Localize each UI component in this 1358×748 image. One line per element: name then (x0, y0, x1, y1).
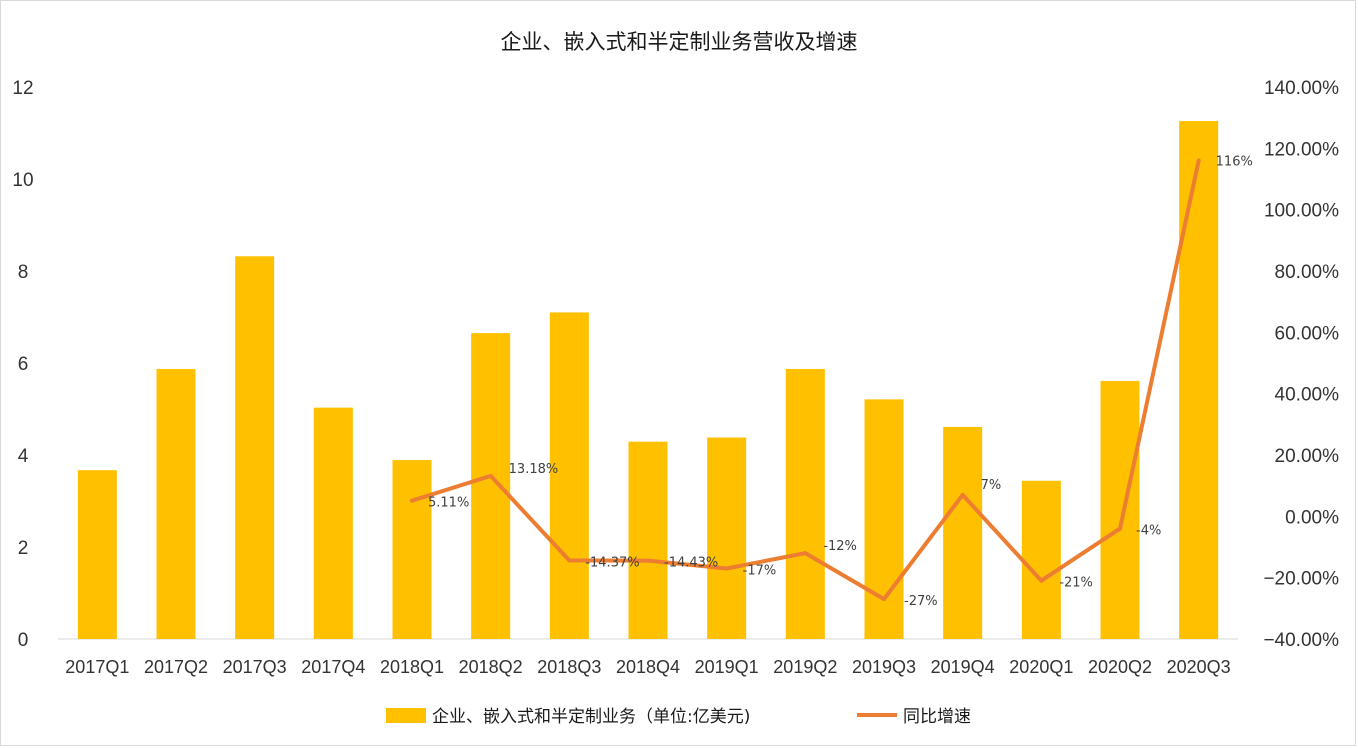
x-axis-tick-label: 2018Q3 (537, 657, 601, 677)
growth-point (488, 473, 493, 478)
legend: 企业、嵌入式和半定制业务（单位:亿美元) 同比增速 (386, 707, 971, 727)
growth-data-label: 7% (981, 478, 1002, 493)
left-axis-tick-label: 12 (12, 78, 33, 99)
left-axis-tick-label: 6 (18, 354, 29, 375)
growth-data-label: -4% (1136, 524, 1161, 539)
legend-line-label: 同比增速 (903, 707, 971, 727)
x-axis-tick-label: 2020Q3 (1167, 657, 1231, 677)
right-axis-tick-label: 60.00% (1275, 323, 1340, 344)
x-axis-tick-label: 2017Q2 (144, 657, 208, 677)
growth-data-label: 5.11% (428, 496, 469, 511)
x-axis-tick-label: 2018Q4 (616, 657, 680, 677)
right-axis-tick-label: −40.00% (1263, 630, 1339, 651)
x-axis-tick-label: 2017Q3 (223, 657, 287, 677)
left-axis-tick-label: 0 (18, 630, 29, 651)
right-axis-tick-label: 140.00% (1264, 78, 1339, 99)
x-axis-tick-label: 2017Q1 (65, 657, 129, 677)
x-axis-tick-label: 2019Q3 (852, 657, 916, 677)
right-axis-tick-label: −20.00% (1263, 569, 1339, 590)
growth-point (724, 566, 729, 571)
growth-point (1196, 158, 1201, 163)
bar (313, 407, 353, 639)
bar (235, 256, 275, 639)
growth-data-label: -14.43% (664, 556, 718, 571)
bar (156, 368, 196, 639)
growth-point (960, 492, 965, 497)
growth-point (410, 498, 414, 503)
growth-point (567, 558, 572, 563)
growth-point (646, 558, 650, 563)
chart-title: 企业、嵌入式和半定制业务营收及增速 (501, 30, 858, 54)
left-axis-tick-label: 2 (18, 538, 29, 559)
growth-data-label: -27% (904, 594, 938, 609)
right-axis-tick-label: 120.00% (1264, 139, 1339, 160)
growth-data-label: 116% (1216, 155, 1253, 170)
growth-point (803, 551, 808, 556)
bar (943, 426, 983, 639)
right-axis-tick-label: 20.00% (1275, 446, 1340, 467)
growth-point (1039, 578, 1044, 583)
legend-bar-label: 企业、嵌入式和半定制业务（单位:亿美元) (432, 707, 750, 727)
x-axis-tick-label: 2019Q2 (773, 657, 837, 677)
x-axis-tick-label: 2020Q2 (1088, 657, 1152, 677)
bar (628, 441, 668, 639)
growth-data-label: -12% (823, 539, 857, 554)
x-axis-tick-label: 2020Q1 (1009, 657, 1073, 677)
x-axis-tick-label: 2018Q1 (380, 657, 444, 677)
bar (392, 460, 432, 639)
x-axis-tick-label: 2017Q4 (301, 657, 365, 677)
bar (471, 333, 511, 639)
right-axis-tick-label: 100.00% (1264, 201, 1339, 222)
x-axis-tick-label: 2019Q1 (695, 657, 759, 677)
right-axis-tick-label: 0.00% (1285, 507, 1339, 528)
growth-data-label: -14.37% (585, 555, 639, 570)
bar (77, 470, 117, 639)
left-axis-tick-label: 8 (18, 262, 29, 283)
right-axis-tick-label: 80.00% (1275, 262, 1340, 283)
bar (1100, 380, 1140, 639)
right-axis-tick-label: 40.00% (1275, 385, 1340, 406)
growth-data-label: -17% (743, 563, 777, 578)
growth-data-label: -21% (1059, 576, 1093, 591)
bar (1021, 480, 1061, 639)
bar (785, 368, 825, 639)
left-axis-tick-label: 10 (12, 170, 33, 191)
bar (1179, 121, 1219, 640)
growth-point (1118, 526, 1122, 531)
bar (549, 312, 589, 639)
left-axis-tick-label: 4 (18, 446, 29, 467)
bar (864, 399, 904, 639)
x-axis-tick-label: 2019Q4 (931, 657, 995, 677)
growth-data-label: 13.18% (509, 462, 559, 477)
bar (707, 437, 747, 639)
legend-bar-swatch (386, 708, 426, 723)
growth-point (882, 597, 886, 602)
x-axis-tick-label: 2018Q2 (459, 657, 523, 677)
